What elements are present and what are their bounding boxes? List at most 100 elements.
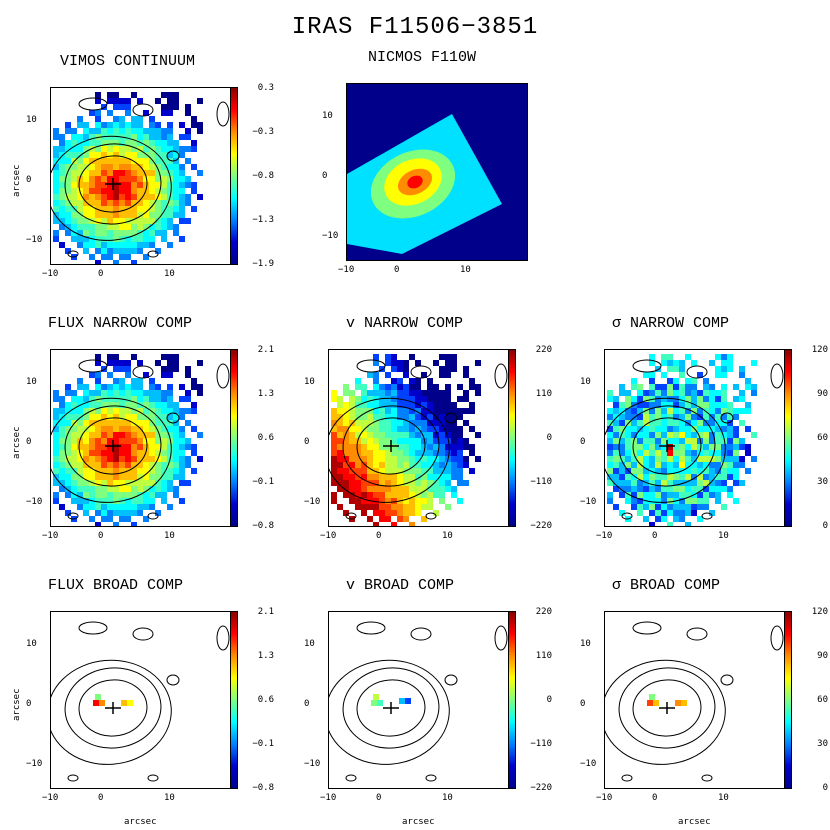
map-pixel (655, 504, 661, 510)
y-axis-label: arcsec (12, 426, 22, 459)
nucleus-marker (383, 440, 399, 452)
map-pixel (421, 426, 427, 432)
map-pixel (385, 516, 391, 522)
map-pixel (113, 360, 119, 366)
map-pixel (107, 98, 113, 104)
map-pixel (155, 420, 161, 426)
map-pixel (613, 414, 619, 420)
map-pixel (619, 456, 625, 462)
map-pixel (349, 480, 355, 486)
map-pixel (727, 408, 733, 414)
map-pixel (715, 456, 721, 462)
map-pixel (107, 444, 113, 450)
map-pixel (397, 456, 403, 462)
map-pixel (59, 462, 65, 468)
map-pixel (77, 492, 83, 498)
map-pixel (661, 426, 667, 432)
map-pixel (149, 450, 155, 456)
map-pixel (673, 366, 679, 372)
map-pixel (667, 396, 673, 402)
panel-title: v NARROW COMP (346, 315, 464, 332)
contour-line (720, 674, 734, 686)
map-pixel (119, 486, 125, 492)
map-pixel (445, 468, 451, 474)
map-pixel (101, 236, 107, 242)
map-pixel (403, 480, 409, 486)
panel-plot (604, 349, 786, 527)
map-pixel (185, 194, 191, 200)
map-pixel (349, 390, 355, 396)
map-pixel (95, 236, 101, 242)
map-pixel (107, 212, 113, 218)
map-pixel (155, 230, 161, 236)
map-pixel (643, 474, 649, 480)
map-pixel (131, 218, 137, 224)
map-pixel (107, 474, 113, 480)
map-pixel (415, 510, 421, 516)
map-pixel (379, 432, 385, 438)
map-pixel (409, 384, 415, 390)
map-pixel (427, 480, 433, 486)
map-pixel (667, 420, 673, 426)
map-pixel (77, 504, 83, 510)
map-pixel (149, 432, 155, 438)
map-pixel (607, 456, 613, 462)
map-pixel (53, 414, 59, 420)
map-pixel (373, 390, 379, 396)
map-pixel (113, 122, 119, 128)
map-pixel (191, 146, 197, 152)
map-pixel (703, 492, 709, 498)
map-pixel (143, 170, 149, 176)
map-pixel (149, 170, 155, 176)
map-pixel (161, 194, 167, 200)
map-pixel (89, 194, 95, 200)
map-pixel (95, 194, 101, 200)
map-pixel (101, 480, 107, 486)
map-pixel (397, 474, 403, 480)
map-pixel (99, 700, 105, 706)
map-pixel (631, 492, 637, 498)
map-pixel (155, 218, 161, 224)
map-pixel (697, 456, 703, 462)
map-pixel (403, 408, 409, 414)
map-pixel (101, 492, 107, 498)
map-pixel (95, 462, 101, 468)
map-pixel (649, 492, 655, 498)
map-pixel (715, 480, 721, 486)
map-pixel (397, 504, 403, 510)
panel-plot (604, 611, 786, 789)
map-pixel (367, 402, 373, 408)
map-pixel (77, 414, 83, 420)
map-pixel (155, 98, 161, 104)
map-pixel (143, 254, 149, 260)
map-pixel (77, 224, 83, 230)
colorbar-tick-label: 220 (535, 607, 552, 617)
map-pixel (727, 450, 733, 456)
map-pixel (77, 182, 83, 188)
map-pixel (697, 432, 703, 438)
map-pixel (697, 486, 703, 492)
map-pixel (89, 254, 95, 260)
map-pixel (433, 462, 439, 468)
map-pixel (71, 230, 77, 236)
map-pixel (101, 212, 107, 218)
map-pixel (167, 176, 173, 182)
map-pixel (355, 432, 361, 438)
map-pixel (415, 504, 421, 510)
map-pixel (415, 420, 421, 426)
map-pixel (53, 218, 59, 224)
map-pixel (161, 164, 167, 170)
map-pixel (167, 432, 173, 438)
map-pixel (727, 462, 733, 468)
map-pixel (385, 372, 391, 378)
map-pixel (53, 438, 59, 444)
map-pixel (125, 474, 131, 480)
map-pixel (655, 492, 661, 498)
map-pixel (137, 140, 143, 146)
map-pixel (65, 218, 71, 224)
map-pixel (113, 116, 119, 122)
map-pixel (155, 432, 161, 438)
contour-line (78, 155, 148, 213)
map-pixel (161, 354, 167, 360)
map-pixel (721, 354, 727, 360)
